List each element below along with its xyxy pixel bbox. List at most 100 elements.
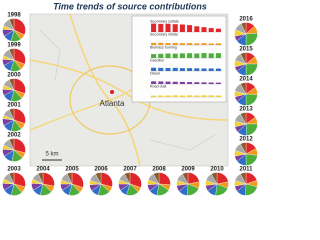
- pie-slice: [66, 172, 73, 185]
- bar: [215, 95, 221, 97]
- row-label: Gasoline: [150, 58, 164, 62]
- year-label: 2005: [65, 167, 79, 173]
- bar: [151, 67, 157, 71]
- bar: [215, 53, 221, 58]
- bar: [208, 28, 214, 32]
- bar: [215, 43, 221, 45]
- bar: [165, 95, 171, 97]
- bar: [151, 54, 157, 58]
- pie-slice: [8, 78, 15, 91]
- bar: [165, 23, 171, 32]
- bar: [165, 53, 171, 58]
- bar: [165, 43, 171, 45]
- year-label: 2015: [239, 47, 253, 53]
- road: [29, 59, 229, 121]
- pie-slice: [240, 22, 247, 35]
- bar: [151, 95, 157, 97]
- year-label: 2007: [123, 167, 137, 173]
- bar: [201, 53, 207, 58]
- pie-slice: [124, 172, 131, 185]
- bar: [179, 81, 185, 84]
- bar: [187, 25, 193, 32]
- pie-slice: [240, 82, 247, 95]
- pie-slice: [240, 112, 247, 125]
- bar: [172, 53, 178, 58]
- row-label: Diesel: [150, 71, 160, 75]
- bar: [158, 81, 164, 84]
- title: Time trends of source contributions: [53, 1, 207, 11]
- bar: [201, 27, 207, 32]
- year-label: 2016: [239, 17, 253, 23]
- bar: [208, 82, 214, 84]
- bar: [187, 95, 193, 97]
- pie-slice: [8, 138, 15, 151]
- site-marker: [110, 90, 114, 94]
- pie-slice: [211, 172, 218, 185]
- bar: [215, 82, 221, 84]
- bar: [158, 23, 164, 32]
- bar: [151, 23, 157, 32]
- pie-slice: [8, 48, 15, 61]
- row-label: Biomass burning: [150, 45, 177, 49]
- bar: [194, 95, 200, 97]
- bar: [201, 68, 207, 71]
- bar: [179, 68, 185, 71]
- bar: [172, 81, 178, 84]
- pie-slice: [240, 172, 247, 185]
- bar: [179, 24, 185, 32]
- city-label: Atlanta: [100, 99, 125, 108]
- bar: [165, 68, 171, 71]
- year-label: 1998: [7, 13, 21, 19]
- row-label: Secondary nitrate: [150, 32, 178, 36]
- year-label: 2012: [239, 137, 253, 143]
- figure: Atlanta 5 km Time trends of source contr…: [2, 1, 258, 196]
- bar: [201, 95, 207, 97]
- scale-label: 5 km: [45, 152, 58, 158]
- bar: [172, 95, 178, 97]
- bar: [208, 43, 214, 45]
- year-label: 2008: [152, 167, 166, 173]
- bar: [201, 43, 207, 45]
- year-label: 2010: [210, 167, 224, 173]
- bar: [165, 81, 171, 84]
- bar: [215, 28, 221, 32]
- pie-slice: [37, 172, 44, 185]
- bar: [172, 42, 178, 45]
- bar: [172, 67, 178, 71]
- bar: [187, 43, 193, 45]
- pie-slice: [240, 52, 247, 65]
- bar: [194, 26, 200, 32]
- year-label: 2003: [7, 167, 21, 173]
- bar: [179, 53, 185, 58]
- bar: [151, 81, 157, 84]
- bar: [194, 43, 200, 45]
- pie-slice: [182, 172, 189, 185]
- pie-slice: [153, 172, 160, 185]
- bar: [194, 82, 200, 84]
- bar: [201, 82, 207, 84]
- pie-slice: [8, 18, 15, 31]
- pie-slice: [13, 18, 26, 36]
- year-label: 1999: [7, 43, 21, 49]
- pie-slice: [8, 172, 15, 185]
- bar: [208, 68, 214, 71]
- bar: [187, 82, 193, 84]
- year-label: 2013: [239, 107, 253, 113]
- year-label: 2006: [94, 167, 108, 173]
- year-label: 2014: [239, 77, 253, 83]
- bar: [179, 43, 185, 45]
- bar: [158, 95, 164, 97]
- bar: [158, 53, 164, 58]
- bar: [158, 42, 164, 45]
- pie-slice: [95, 172, 102, 185]
- bar: [158, 67, 164, 71]
- bar: [208, 53, 214, 58]
- bar: [187, 68, 193, 71]
- bar: [215, 68, 221, 71]
- year-label: 2002: [7, 133, 21, 139]
- bar: [194, 68, 200, 71]
- pie-slice: [240, 142, 247, 155]
- year-label: 2000: [7, 73, 21, 79]
- bar: [194, 53, 200, 58]
- bar: [208, 95, 214, 97]
